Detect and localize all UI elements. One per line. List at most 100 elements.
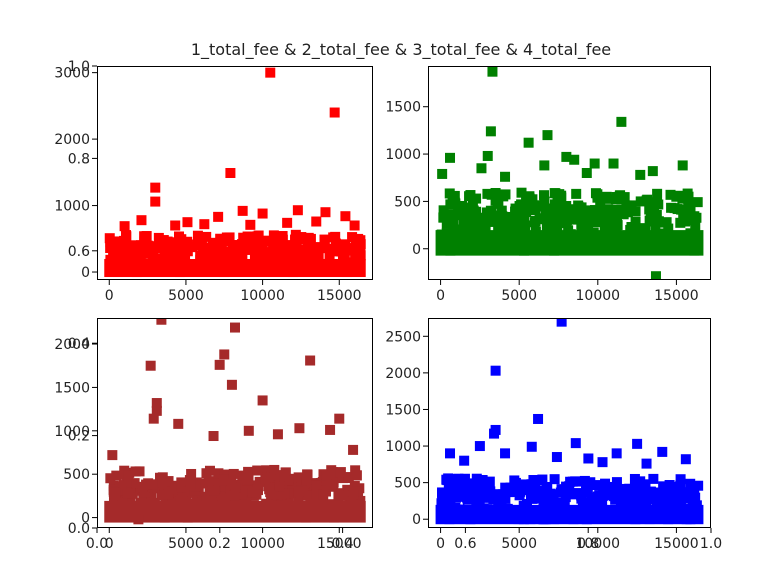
scatter-point (485, 205, 496, 216)
outlier-point (245, 219, 256, 230)
outlier-point (173, 418, 184, 429)
outlier-point (349, 220, 360, 231)
scatter-point (633, 491, 644, 502)
scatter-point (269, 464, 280, 475)
x-tick-label: 5000 (168, 536, 204, 552)
y-tick-label: 1500 (54, 380, 90, 396)
scatter-point (297, 247, 308, 258)
scatter-point (136, 240, 147, 251)
bg-y-tick-label: 1.0 (68, 59, 90, 75)
x-tick-label: 10000 (240, 536, 285, 552)
subplot-4-total-fee: 0 5000 10000 15000 0 500 1000 1500 2000 2500 (385, 318, 711, 552)
outlier-point (320, 207, 331, 218)
scatter-point (586, 493, 597, 504)
scatter-point (508, 222, 519, 233)
scatter-point (229, 490, 240, 501)
scatter-point (290, 242, 301, 253)
scatter-point (490, 195, 501, 206)
scatter-point (475, 213, 486, 224)
scatter-point (450, 224, 461, 235)
outlier-point (561, 151, 572, 162)
scatter-point (652, 188, 663, 199)
scatter-point (105, 473, 116, 484)
outlier-point (445, 448, 456, 459)
scatter-point (493, 221, 504, 232)
scatter-point (105, 243, 116, 254)
scatter-point (120, 230, 131, 241)
scatter-point (496, 205, 507, 216)
scatter-point (518, 218, 529, 229)
scatter-point (459, 473, 470, 484)
scatter-point (599, 224, 610, 235)
outlier-point (611, 448, 622, 459)
outlier-point (570, 438, 581, 449)
scatter-point (311, 489, 322, 500)
scatter-point (257, 244, 268, 255)
outlier-point (305, 355, 316, 366)
scatter-point (176, 477, 187, 488)
y-tick-label: 1000 (385, 439, 421, 455)
outlier-point (225, 168, 236, 178)
outlier-point (182, 217, 193, 228)
scatter-point (456, 487, 467, 498)
scatter-point (129, 478, 140, 489)
scatter-point (577, 499, 588, 510)
scatter-point (466, 220, 477, 231)
outlier-point (199, 219, 210, 230)
scatter-point (650, 223, 661, 234)
outlier-point (680, 454, 691, 465)
y-tick-label: 0 (412, 512, 421, 528)
bg-x-tick-label: 0.6 (454, 536, 476, 552)
y-tick-label: 500 (63, 467, 90, 483)
scatter-point (679, 493, 690, 504)
scatter-point (243, 474, 254, 485)
scatter-point (261, 465, 272, 476)
scatter-point (249, 251, 260, 262)
outlier-point (265, 67, 276, 78)
scatter-point (509, 475, 520, 486)
scatter-point (476, 487, 487, 498)
x-tick-label: 10000 (240, 288, 285, 304)
scatter-point (463, 479, 474, 490)
scatter-point (500, 224, 511, 235)
scatter-point (641, 195, 652, 206)
scatter-point (337, 251, 348, 262)
scatter-point (203, 476, 214, 487)
scatter-point (664, 480, 675, 491)
outlier-point (474, 441, 485, 452)
scatter-point (201, 247, 212, 258)
scatter-point (635, 196, 646, 207)
subplot-3-total-fee: 0 5000 10000 15000 0 500 1000 1500 2000 (54, 318, 373, 552)
scatter-point (163, 489, 174, 500)
scatter-point (217, 481, 228, 492)
scatter-point (471, 206, 482, 217)
scatter-point (616, 194, 627, 205)
scatter-point (521, 499, 532, 510)
bg-y-tick-label: 0.4 (68, 336, 90, 352)
scatter-point (604, 481, 615, 492)
scatter-point (327, 245, 338, 256)
scatter-point (531, 200, 542, 211)
dense-band (435, 230, 704, 256)
outlier-point (476, 163, 487, 174)
scatter-point (250, 243, 261, 254)
scatter-point (551, 207, 562, 218)
bg-x-tick-label: 0.0 (86, 536, 108, 552)
scatter-point (277, 250, 288, 261)
scatter-point (111, 470, 122, 481)
scatter-point (691, 212, 702, 223)
scatter-point (524, 479, 535, 490)
outlier-point (213, 211, 224, 222)
x-tick-label: 15000 (654, 536, 699, 552)
scatter-point (601, 488, 612, 499)
scatter-point (216, 487, 227, 498)
outlier-point (597, 457, 608, 468)
bg-x-tick-label: 0.2 (209, 536, 231, 552)
scatter-point (157, 477, 168, 488)
outlier-point (334, 413, 345, 424)
outlier-point (437, 168, 448, 179)
x-tick-label: 0 (105, 536, 114, 552)
outlier-point (243, 425, 254, 436)
outlier-point (107, 450, 118, 461)
